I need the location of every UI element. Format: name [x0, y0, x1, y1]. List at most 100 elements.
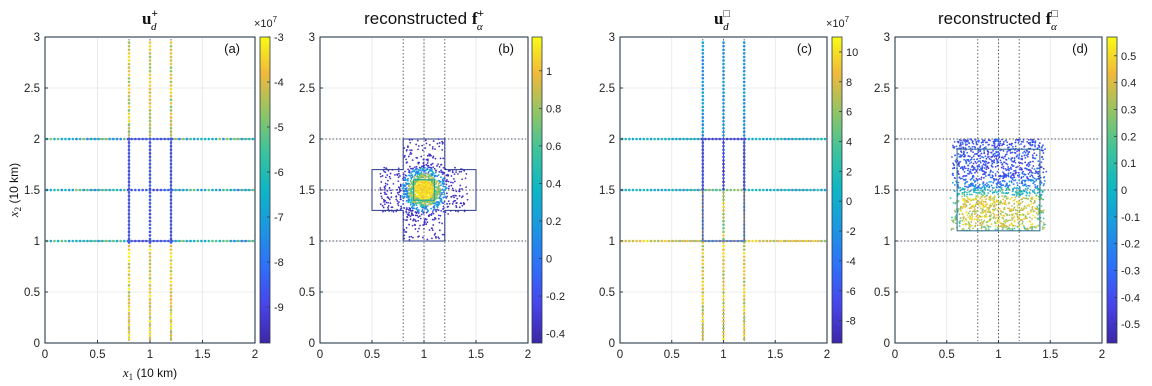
data-point: [660, 188, 664, 192]
data-point: [971, 140, 974, 143]
data-point: [982, 204, 984, 207]
data-point: [1022, 175, 1025, 178]
data-point: [963, 165, 966, 168]
data-point: [974, 189, 977, 192]
data-point: [952, 144, 954, 147]
data-point: [971, 216, 973, 219]
data-point: [963, 170, 966, 173]
data-point: [379, 187, 382, 189]
data-point: [701, 301, 705, 305]
data-point: [436, 201, 439, 204]
data-point: [754, 239, 758, 243]
data-point: [742, 241, 746, 244]
data-point: [993, 155, 996, 158]
data-point: [1024, 228, 1027, 230]
data-point: [693, 137, 696, 141]
data-point: [439, 189, 442, 192]
data-point: [989, 169, 992, 172]
data-point: [409, 207, 412, 210]
data-point: [758, 239, 762, 243]
data-point: [981, 221, 983, 224]
data-point: [148, 59, 152, 62]
data-point: [127, 294, 131, 298]
data-point: [980, 193, 983, 196]
data-point: [403, 234, 406, 237]
data-point: [439, 180, 442, 183]
data-point: [1012, 209, 1015, 212]
data-point: [397, 172, 400, 175]
data-point: [980, 196, 983, 198]
data-point: [413, 176, 416, 178]
data-point: [961, 141, 964, 144]
data-point: [1018, 168, 1021, 171]
data-point: [1037, 167, 1040, 170]
data-point: [442, 177, 445, 180]
data-point: [979, 157, 982, 160]
data-point: [957, 181, 960, 184]
data-point: [1028, 191, 1031, 194]
data-point: [169, 309, 173, 312]
data-point: [420, 169, 422, 171]
data-point: [991, 162, 994, 165]
x-tick-label: 0.5: [939, 349, 955, 361]
data-point: [722, 69, 725, 73]
colorbar-tick-label: 6: [846, 107, 852, 119]
data-point: [169, 116, 173, 119]
data-point: [978, 177, 981, 180]
data-point: [809, 188, 812, 192]
data-point: [973, 209, 976, 212]
data-point: [411, 170, 413, 173]
data-point: [435, 236, 437, 239]
data-point: [979, 145, 982, 147]
data-point: [148, 184, 152, 187]
data-point: [1024, 173, 1027, 176]
data-point: [656, 137, 660, 141]
data-point: [417, 161, 420, 164]
data-point: [722, 248, 725, 251]
data-point: [968, 162, 971, 165]
x-tick-label: 2: [252, 349, 258, 361]
data-point: [441, 140, 443, 143]
data-point: [452, 194, 455, 197]
data-point: [1032, 165, 1035, 167]
data-point: [127, 276, 131, 280]
data-point: [967, 212, 970, 215]
data-point: [631, 137, 635, 141]
data-point: [981, 165, 984, 167]
data-point: [417, 235, 419, 238]
data-point: [127, 269, 131, 273]
data-point: [442, 179, 445, 182]
data-point: [148, 102, 152, 105]
data-point: [1005, 159, 1008, 161]
data-point: [955, 145, 958, 148]
data-point: [742, 91, 746, 94]
y-tick-label: 3: [34, 32, 40, 44]
data-point: [969, 198, 972, 201]
data-point: [189, 239, 192, 243]
data-point: [1022, 196, 1025, 199]
data-point: [964, 190, 966, 193]
data-point: [409, 151, 412, 154]
data-point: [169, 269, 173, 273]
data-point: [408, 236, 411, 238]
data-point: [431, 146, 434, 148]
data-point: [432, 181, 434, 184]
data-point: [404, 231, 406, 233]
data-point: [465, 186, 467, 189]
data-point: [425, 142, 428, 145]
data-point: [968, 160, 970, 163]
data-point: [974, 180, 977, 182]
data-point: [972, 175, 975, 178]
data-point: [1030, 228, 1033, 231]
data-point: [722, 169, 725, 173]
x-axis-subscript: 1: [129, 372, 134, 382]
data-point: [127, 66, 131, 69]
data-point: [742, 105, 746, 109]
data-point: [950, 228, 953, 231]
data-point: [967, 216, 970, 219]
data-points: [620, 41, 827, 341]
data-point: [432, 140, 435, 142]
data-point: [247, 137, 251, 141]
data-point: [461, 204, 464, 207]
data-point: [762, 188, 765, 192]
